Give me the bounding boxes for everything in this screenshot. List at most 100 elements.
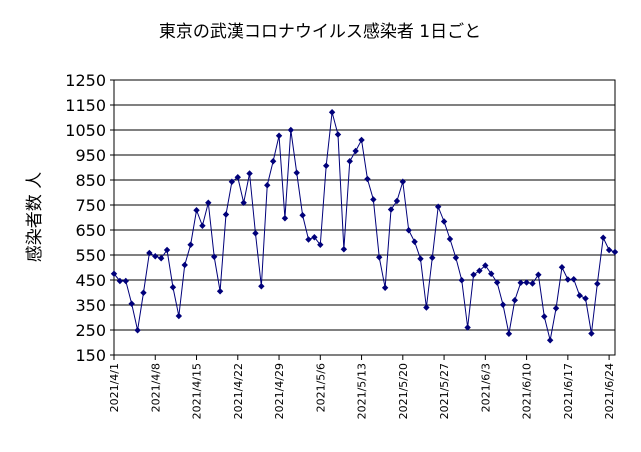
data-point	[523, 279, 530, 286]
data-point	[511, 297, 518, 304]
data-point	[252, 230, 259, 237]
data-point	[134, 327, 141, 334]
plot-area	[113, 79, 616, 356]
y-tick-label: 350	[75, 296, 106, 315]
data-point	[558, 264, 566, 271]
data-point	[187, 241, 194, 248]
data-point	[423, 304, 430, 311]
data-point	[140, 289, 147, 296]
data-point	[116, 277, 124, 285]
data-point	[199, 222, 206, 229]
data-point	[546, 337, 554, 344]
data-point	[482, 262, 489, 269]
data-point	[240, 199, 247, 206]
x-tick-label: 2021/6/3	[479, 363, 492, 412]
data-point	[169, 284, 177, 291]
series-layer	[110, 109, 619, 344]
data-point	[611, 248, 619, 256]
gridlines	[114, 104, 615, 331]
data-point	[440, 218, 448, 225]
y-tick-label: 550	[75, 246, 106, 265]
data-point	[605, 246, 613, 254]
data-point	[328, 109, 336, 116]
data-point	[293, 169, 300, 176]
x-tick-label: 2021/5/6	[314, 363, 327, 412]
data-point	[358, 136, 365, 144]
data-point	[157, 255, 165, 262]
data-point	[564, 276, 572, 283]
x-tick-label: 2021/4/22	[232, 363, 245, 419]
data-point	[146, 249, 153, 257]
data-point	[488, 270, 495, 277]
data-point	[317, 241, 324, 248]
data-point	[340, 246, 348, 253]
data-point	[405, 227, 412, 234]
data-point	[417, 255, 424, 262]
data-point	[211, 253, 218, 260]
x-tick-label: 2021/4/15	[191, 363, 204, 419]
data-point	[552, 305, 560, 312]
y-axis-label: 感染者数 人	[25, 172, 45, 262]
y-tick-label: 950	[75, 146, 106, 165]
x-axis-ticks: 2021/4/1 2021/4/8 2021/4/15 2021/4/22 2021/4…	[108, 355, 616, 419]
data-point	[234, 174, 241, 181]
data-point	[287, 126, 295, 134]
y-tick-label: 850	[75, 171, 106, 190]
data-point	[387, 206, 395, 213]
data-point	[376, 254, 383, 261]
data-point	[393, 197, 401, 205]
chart-title: 東京の武漢コロナウイルス感染者 1日ごと	[159, 22, 481, 42]
data-point	[364, 175, 371, 183]
x-tick-label: 2021/6/10	[521, 363, 534, 419]
x-tick-label: 2021/5/27	[438, 363, 451, 419]
data-point	[370, 196, 377, 203]
y-axis-ticks: 150 250 350 450 550 650 750 850 950 1050 1150 1250	[65, 71, 114, 365]
data-point	[541, 313, 548, 320]
x-tick-label: 2021/5/20	[397, 363, 410, 419]
data-point	[499, 301, 507, 308]
data-point	[505, 330, 513, 337]
y-tick-label: 150	[75, 346, 106, 365]
y-tick-label: 250	[75, 321, 106, 340]
data-point	[352, 147, 359, 155]
x-tick-label: 2021/6/17	[562, 363, 575, 419]
x-tick-label: 2021/4/1	[108, 363, 121, 412]
data-point	[464, 324, 471, 331]
data-point	[529, 280, 536, 287]
data-point	[576, 292, 583, 299]
data-point	[128, 300, 135, 307]
data-point	[222, 211, 230, 218]
data-point	[152, 253, 159, 260]
data-point	[446, 235, 454, 243]
data-point	[281, 215, 289, 222]
data-point	[311, 234, 318, 241]
y-tick-label: 1250	[65, 71, 106, 90]
data-point	[458, 277, 465, 284]
x-tick-label: 2021/4/29	[273, 363, 286, 419]
y-tick-label: 650	[75, 221, 106, 240]
data-point	[181, 261, 188, 269]
y-tick-label: 450	[75, 271, 106, 290]
x-tick-label: 2021/6/24	[603, 363, 616, 419]
data-point	[346, 158, 353, 165]
data-point	[452, 254, 460, 261]
y-tick-label: 1150	[65, 96, 106, 115]
data-point	[264, 182, 271, 189]
data-point	[163, 246, 171, 254]
data-point	[588, 330, 595, 337]
data-point	[299, 212, 306, 219]
data-point	[305, 236, 312, 243]
data-point	[411, 238, 418, 245]
data-point	[246, 170, 253, 177]
series-line	[113, 112, 616, 341]
data-point	[399, 178, 407, 185]
data-point	[476, 267, 483, 274]
y-tick-label: 1050	[65, 121, 106, 140]
data-point	[322, 162, 330, 169]
data-point	[594, 280, 601, 287]
x-tick-label: 2021/5/13	[356, 363, 369, 419]
data-point	[258, 283, 265, 290]
data-point	[600, 234, 607, 241]
